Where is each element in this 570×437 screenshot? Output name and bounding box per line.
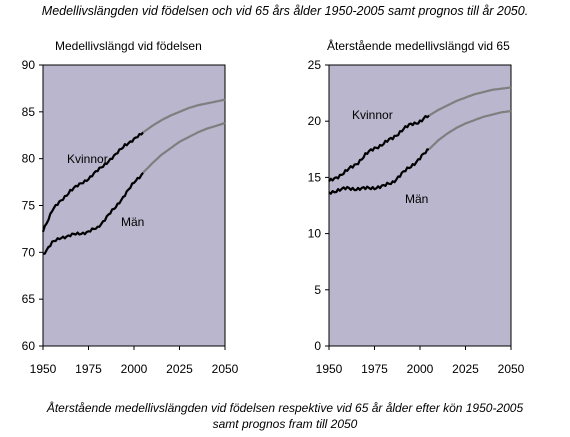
panel-title-1: Medellivslängd vid födelsen xyxy=(55,39,202,53)
x-tick-label-2: 1975 xyxy=(361,362,388,376)
caption-line-1: Återstående medellivslängden vid födelse… xyxy=(46,401,524,415)
series-men-historical-line-2 xyxy=(328,148,430,195)
plot-area-1 xyxy=(42,64,226,347)
y-tick-label-1: 70 xyxy=(22,245,36,259)
y-tick-label-1: 80 xyxy=(22,152,36,166)
y-tick-label-1: 75 xyxy=(22,199,36,213)
y-tick-label-1: 60 xyxy=(22,339,36,353)
x-tick-label-2: 2050 xyxy=(498,362,525,376)
series-men-forecast-line-1 xyxy=(142,122,226,174)
y-tick-label-1: 65 xyxy=(22,292,36,306)
series-women-forecast-line-1 xyxy=(142,98,226,134)
y-tick-label-2: 10 xyxy=(308,227,322,241)
y-tick-label-2: 0 xyxy=(314,339,321,353)
y-tick-label-2: 15 xyxy=(308,170,322,184)
figure-caption: Återstående medellivslängden vid födelse… xyxy=(0,400,570,432)
series-label-men-1: Män xyxy=(121,215,144,229)
figure-title: Medellivslängden vid födelsen och vid 65… xyxy=(41,4,529,18)
y-tick-label-2: 25 xyxy=(308,58,322,72)
caption-line-2: samt prognos fram till 2050 xyxy=(212,417,358,431)
series-label-men-2: Män xyxy=(405,192,428,206)
x-tick-label-2: 2025 xyxy=(452,362,479,376)
series-men-forecast-line-2 xyxy=(428,110,512,151)
x-tick-label-1: 1950 xyxy=(30,362,57,376)
y-tick-label-2: 20 xyxy=(308,114,322,128)
series-label-women-2: Kvinnor xyxy=(352,108,393,122)
series-women-historical-line-1 xyxy=(41,131,144,233)
y-tick-label-1: 85 xyxy=(22,105,36,119)
series-women-historical-line-2 xyxy=(328,114,430,182)
x-tick-label-1: 1975 xyxy=(75,362,102,376)
y-tick-label-1: 90 xyxy=(22,58,36,72)
x-tick-label-1: 2025 xyxy=(166,362,193,376)
x-tick-label-2: 2000 xyxy=(407,362,434,376)
panel-title-2: Återstående medellivslängd vid 65 xyxy=(327,38,510,53)
y-tick-label-2: 5 xyxy=(314,283,321,297)
series-label-women-1: Kvinnor xyxy=(67,152,108,166)
series-men-historical-line-1 xyxy=(42,172,144,255)
x-tick-label-2: 1950 xyxy=(316,362,343,376)
series-women-forecast-line-2 xyxy=(428,86,512,117)
x-tick-label-1: 2000 xyxy=(121,362,148,376)
x-tick-label-1: 2050 xyxy=(212,362,239,376)
